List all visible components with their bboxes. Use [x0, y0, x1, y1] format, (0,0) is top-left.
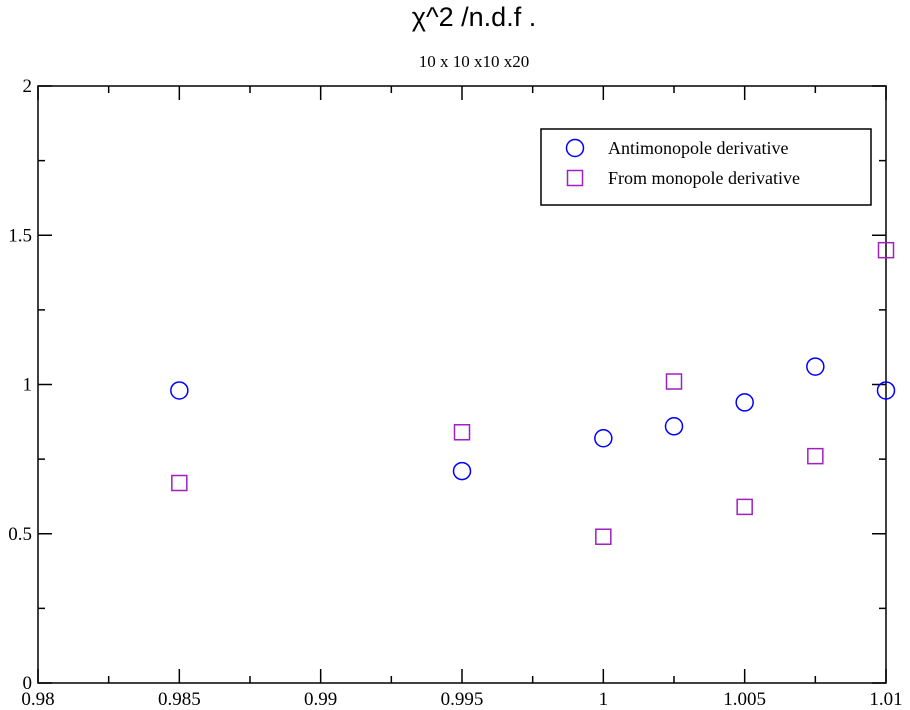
series-circle: [170, 357, 896, 481]
x-tick-label: 1.005: [723, 689, 766, 710]
square-point: [736, 498, 753, 516]
circle-point: [735, 393, 754, 412]
chart-subtitle: 10 x 10 x10 x20: [419, 52, 530, 71]
circle-point: [876, 381, 896, 400]
x-tick-label: 1: [599, 689, 609, 710]
circle-point: [806, 357, 825, 376]
square-point: [453, 424, 471, 441]
series-square: [171, 241, 895, 545]
chart-title: χ^2 /n.d.f .: [412, 2, 536, 32]
x-tick-label: 0.99: [304, 689, 337, 710]
y-tick-label: 0: [23, 673, 33, 694]
y-tick-label: 1: [23, 375, 33, 396]
square-point: [171, 474, 188, 492]
x-tick-label: 0.98: [21, 689, 54, 710]
x-tick-label: 1.01: [869, 689, 902, 710]
x-tick-label: 0.985: [158, 689, 201, 710]
legend-marker: [566, 169, 584, 187]
y-tick-label: 0.5: [8, 524, 32, 545]
square-point: [665, 373, 683, 390]
circle-point: [594, 428, 613, 448]
square-point: [807, 447, 824, 465]
circle-point: [452, 461, 472, 481]
y-tick-label: 1.5: [8, 225, 32, 246]
x-tick-label: 0.995: [441, 689, 484, 710]
axis-ticks: 0.98 0.985 0.99 0.995 1 1.005 1.01 0 0.5 1 1.5 2: [8, 76, 902, 710]
square-point: [877, 241, 895, 259]
legend-label: Antimonopole derivative: [608, 138, 788, 158]
legend-label: From monopole derivative: [608, 168, 800, 188]
y-tick-label: 2: [23, 76, 33, 97]
circle-point: [170, 381, 189, 400]
square-point: [595, 528, 612, 545]
legend: Antimonopole derivative From monopole der…: [540, 128, 872, 206]
data-points: [170, 241, 896, 545]
circle-point: [664, 417, 684, 436]
legend-marker: [565, 138, 585, 158]
legend-box: [540, 128, 872, 206]
